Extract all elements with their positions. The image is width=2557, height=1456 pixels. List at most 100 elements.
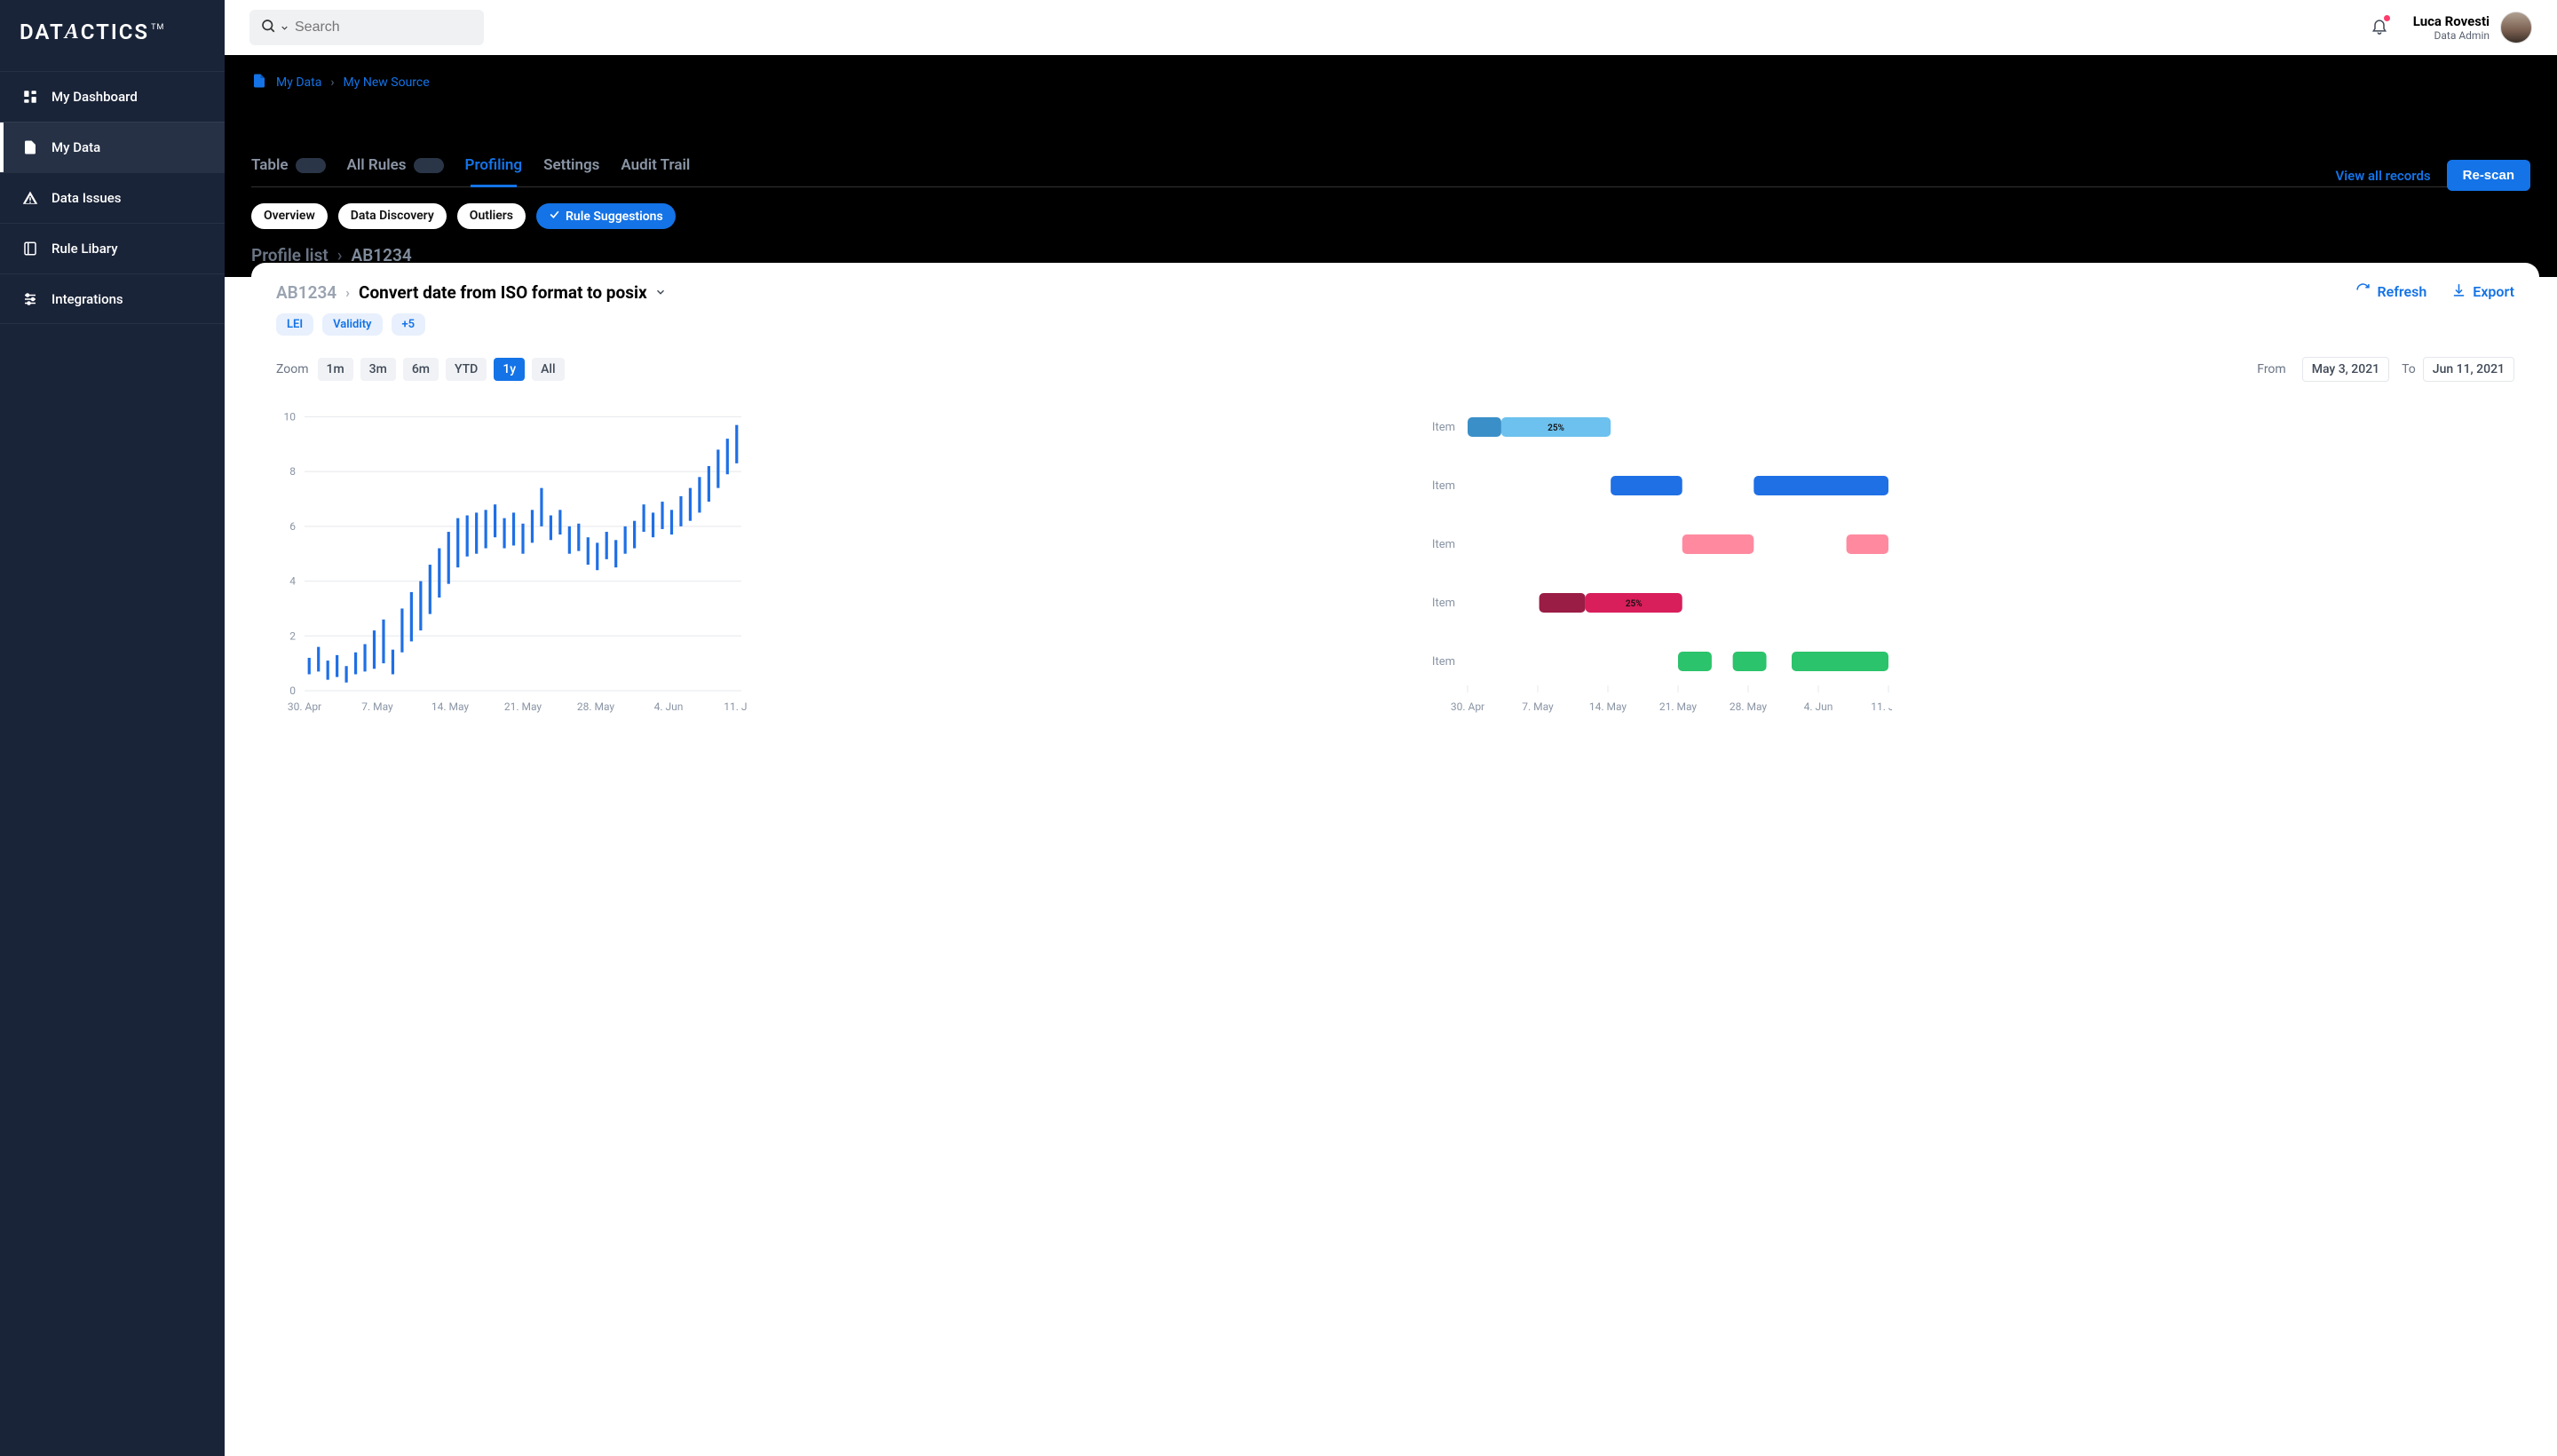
chart-controls: Zoom 1m3m6mYTD1yAll From May 3, 2021 To …	[276, 357, 2514, 382]
chip-label: Outliers	[470, 209, 513, 223]
header-tabs: Table00 All Rules00 Profiling Settings Audit…	[251, 147, 2530, 187]
user-role: Data Admin	[2413, 29, 2490, 42]
zoom-1m[interactable]: 1m	[318, 358, 353, 381]
tab-label: Profiling	[465, 156, 523, 174]
view-all-records-link[interactable]: View all records	[2335, 168, 2430, 184]
breadcrumb-source[interactable]: My New Source	[344, 75, 430, 90]
chip-outliers[interactable]: Outliers	[457, 203, 526, 229]
tag-5[interactable]: +5	[392, 313, 426, 336]
export-button[interactable]: Export	[2451, 282, 2514, 301]
gantt-chart[interactable]: 30. Apr7. May14. May21. May28. May4. Jun…	[1421, 398, 2515, 717]
tab-label: Settings	[543, 156, 599, 174]
svg-text:0: 0	[289, 684, 296, 697]
svg-text:25%: 25%	[1625, 599, 1642, 609]
svg-text:10: 10	[284, 410, 297, 423]
sidebar-item-rule-libary[interactable]: Rule Libary	[0, 223, 225, 273]
svg-text:4. Jun: 4. Jun	[654, 700, 684, 713]
user-menu[interactable]: Luca Rovesti Data Admin	[2413, 13, 2490, 42]
check-icon	[549, 209, 560, 224]
zoom-label: Zoom	[276, 362, 309, 376]
zoom-ytd[interactable]: YTD	[446, 358, 487, 381]
sidebar-item-label: Rule Libary	[51, 241, 118, 257]
tab-all-rules[interactable]: All Rules00	[347, 147, 444, 186]
refresh-button[interactable]: Refresh	[2355, 282, 2426, 301]
sidebar-nav: My Dashboard My Data Data Issues Rule Libar…	[0, 71, 225, 324]
tab-label: Audit Trail	[621, 156, 690, 174]
svg-text:Item: Item	[1431, 597, 1454, 610]
tab-badge: 00	[414, 158, 444, 173]
export-label: Export	[2473, 283, 2514, 300]
sidebar-item-label: Integrations	[51, 291, 123, 307]
svg-text:14. May: 14. May	[431, 700, 470, 713]
card-title-chevron-icon[interactable]	[654, 282, 667, 303]
chip-data-discovery[interactable]: Data Discovery	[338, 203, 447, 229]
search-scope-chevron-icon[interactable]	[280, 20, 289, 36]
page-header: My Data › My New Source View all records…	[225, 55, 2557, 277]
svg-text:21. May: 21. May	[504, 700, 542, 713]
chip-overview[interactable]: Overview	[251, 203, 328, 229]
refresh-icon	[2355, 282, 2371, 301]
svg-text:8: 8	[289, 465, 296, 478]
search-box[interactable]	[249, 10, 484, 45]
tune-icon	[21, 290, 39, 308]
rescan-button[interactable]: Re-scan	[2447, 160, 2530, 191]
sidebar: DAT A CTICS TM My Dashboard My Data Data I…	[0, 0, 225, 1456]
book-icon	[21, 240, 39, 257]
svg-text:11. Jun: 11. Jun	[724, 700, 747, 713]
sidebar-item-label: My Dashboard	[51, 89, 138, 105]
svg-text:Item: Item	[1431, 479, 1454, 493]
sidebar-item-data-issues[interactable]: Data Issues	[0, 172, 225, 223]
svg-text:30. Apr: 30. Apr	[1450, 700, 1484, 713]
brand-logo: DAT A CTICS TM	[0, 0, 225, 71]
sidebar-item-my-data[interactable]: My Data	[0, 122, 225, 172]
file-icon	[251, 73, 267, 92]
breadcrumb-mydata[interactable]: My Data	[276, 75, 321, 90]
svg-text:21. May: 21. May	[1658, 700, 1697, 713]
file-icon	[21, 138, 39, 156]
zoom-all[interactable]: All	[532, 358, 564, 381]
chip-label: Overview	[264, 209, 315, 223]
svg-text:7. May: 7. May	[361, 700, 393, 713]
stock-chart[interactable]: 0 2 4 6 8 10 30. Apr 7. May 14. May 21. May 28. Ma…	[276, 398, 1370, 717]
svg-text:2: 2	[289, 629, 296, 642]
chip-rule-suggestions[interactable]: Rule Suggestions	[536, 203, 676, 229]
tag-validity[interactable]: Validity	[322, 313, 382, 336]
tab-table[interactable]: Table00	[251, 147, 326, 186]
breadcrumb: My Data › My New Source	[251, 55, 2530, 92]
tab-profiling[interactable]: Profiling	[465, 147, 523, 186]
svg-text:4: 4	[289, 575, 296, 588]
svg-text:28. May: 28. May	[1729, 700, 1767, 713]
charts-row: 0 2 4 6 8 10 30. Apr 7. May 14. May 21. May 28. Ma…	[276, 398, 2514, 717]
svg-text:30. Apr: 30. Apr	[288, 700, 321, 713]
brand-name-2: CTICS	[81, 20, 149, 44]
breadcrumb-sep-icon: ›	[330, 75, 334, 90]
sidebar-item-label: Data Issues	[51, 190, 121, 206]
tab-audit-trail[interactable]: Audit Trail	[621, 147, 690, 186]
profile-card: AB1234 › Convert date from ISO format to…	[251, 263, 2539, 1456]
tag-lei[interactable]: LEI	[276, 313, 313, 336]
brand-accent: A	[65, 20, 81, 44]
svg-text:Item: Item	[1431, 421, 1454, 434]
sidebar-item-my-dashboard[interactable]: My Dashboard	[0, 71, 225, 122]
avatar[interactable]	[2500, 12, 2532, 44]
sidebar-item-integrations[interactable]: Integrations	[0, 273, 225, 324]
tab-badge: 00	[296, 158, 326, 173]
svg-text:28. May: 28. May	[577, 700, 615, 713]
svg-text:14. May: 14. May	[1588, 700, 1627, 713]
svg-text:Item: Item	[1431, 655, 1454, 669]
notifications-button[interactable]	[2371, 17, 2388, 38]
zoom-6m[interactable]: 6m	[403, 358, 439, 381]
zoom-3m[interactable]: 3m	[360, 358, 396, 381]
card-title-sep-icon: ›	[345, 284, 350, 301]
card-title-id: AB1234	[276, 282, 336, 303]
to-date-input[interactable]: Jun 11, 2021	[2423, 357, 2514, 382]
svg-text:4. Jun: 4. Jun	[1803, 700, 1833, 713]
svg-text:6: 6	[289, 520, 296, 533]
tab-settings[interactable]: Settings	[543, 147, 599, 186]
user-name: Luca Rovesti	[2413, 13, 2490, 29]
from-date-input[interactable]: May 3, 2021	[2302, 357, 2389, 382]
header-actions: View all records Re-scan	[2335, 160, 2530, 191]
zoom-1y[interactable]: 1y	[494, 358, 525, 381]
search-input[interactable]	[295, 20, 479, 36]
topbar: Luca Rovesti Data Admin	[225, 0, 2557, 55]
